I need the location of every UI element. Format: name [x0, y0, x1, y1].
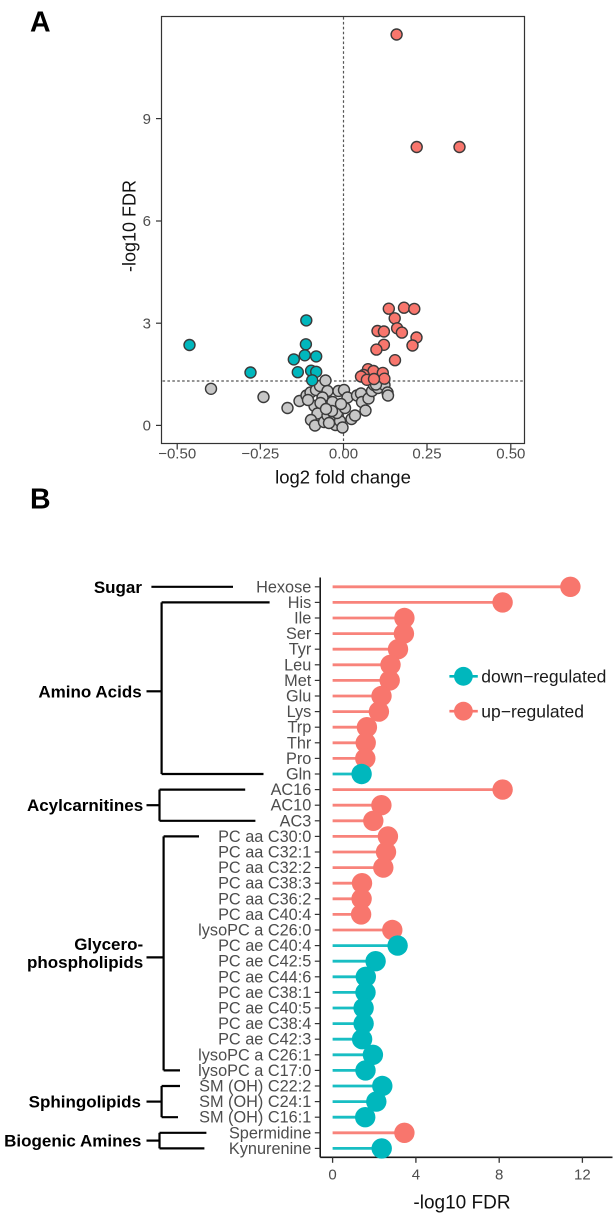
svg-text:Sugar: Sugar: [94, 578, 143, 597]
svg-text:9: 9: [143, 111, 151, 128]
svg-text:PC aa C36:2: PC aa C36:2: [218, 890, 311, 908]
svg-text:Sphingolipids: Sphingolipids: [29, 1093, 141, 1112]
svg-text:lysoPC a C17:0: lysoPC a C17:0: [198, 1062, 311, 1080]
svg-text:Pro: Pro: [286, 750, 311, 768]
svg-text:Ser: Ser: [286, 625, 312, 643]
svg-text:−0.25: −0.25: [241, 446, 279, 463]
svg-text:Acylcarnitines: Acylcarnitines: [27, 796, 143, 815]
svg-text:SM (OH) C22:2: SM (OH) C22:2: [199, 1078, 311, 1096]
svg-text:His: His: [288, 594, 312, 612]
svg-text:PC aa C32:2: PC aa C32:2: [218, 859, 311, 877]
svg-text:PC ae C38:4: PC ae C38:4: [218, 1015, 311, 1033]
svg-text:-log10 FDR: -log10 FDR: [120, 180, 140, 272]
svg-text:Spermidine: Spermidine: [229, 1124, 311, 1142]
svg-text:PC aa C38:3: PC aa C38:3: [218, 875, 311, 893]
svg-text:12: 12: [574, 1167, 591, 1184]
svg-text:up−regulated: up−regulated: [481, 701, 584, 721]
svg-text:Gln: Gln: [286, 766, 311, 784]
svg-text:-log10 FDR: -log10 FDR: [413, 1193, 510, 1214]
svg-text:A: A: [30, 6, 51, 38]
svg-text:4: 4: [412, 1167, 420, 1184]
svg-text:PC aa C40:4: PC aa C40:4: [218, 906, 311, 924]
svg-text:AC3: AC3: [280, 812, 312, 830]
svg-text:PC ae C44:6: PC ae C44:6: [218, 968, 311, 986]
svg-text:Ile: Ile: [294, 610, 311, 628]
svg-text:Glycero-: Glycero-: [74, 935, 143, 954]
svg-text:6: 6: [143, 213, 151, 230]
svg-text:SM (OH) C16:1: SM (OH) C16:1: [199, 1109, 311, 1127]
svg-text:lysoPC a C26:0: lysoPC a C26:0: [198, 922, 311, 940]
svg-text:8: 8: [495, 1167, 503, 1184]
svg-text:Kynurenine: Kynurenine: [229, 1140, 311, 1158]
svg-text:PC ae C38:1: PC ae C38:1: [218, 984, 311, 1002]
svg-text:Hexose: Hexose: [256, 578, 311, 596]
svg-text:lysoPC a C26:1: lysoPC a C26:1: [198, 1046, 311, 1064]
svg-text:Biogenic Amines: Biogenic Amines: [4, 1132, 141, 1151]
svg-text:Tyr: Tyr: [289, 641, 312, 659]
svg-text:PC aa C32:1: PC aa C32:1: [218, 844, 311, 862]
svg-text:B: B: [30, 483, 51, 515]
svg-text:PC aa C30:0: PC aa C30:0: [218, 828, 311, 846]
svg-text:0.50: 0.50: [496, 446, 525, 463]
svg-text:0: 0: [328, 1167, 336, 1184]
svg-text:Trp: Trp: [287, 719, 311, 737]
svg-text:3: 3: [143, 315, 151, 332]
svg-text:Lys: Lys: [287, 703, 312, 721]
svg-text:−0.50: −0.50: [158, 446, 196, 463]
svg-text:down−regulated: down−regulated: [481, 667, 606, 687]
svg-text:Leu: Leu: [284, 656, 311, 674]
svg-text:AC10: AC10: [271, 797, 312, 815]
svg-text:0.00: 0.00: [329, 446, 358, 463]
svg-text:Thr: Thr: [287, 734, 312, 752]
svg-text:PC ae C42:5: PC ae C42:5: [218, 953, 311, 971]
svg-text:phospholipids: phospholipids: [27, 953, 143, 972]
svg-text:PC ae C40:5: PC ae C40:5: [218, 1000, 311, 1018]
svg-text:0: 0: [143, 418, 151, 435]
svg-text:Amino Acids: Amino Acids: [38, 682, 141, 701]
svg-text:AC16: AC16: [271, 781, 312, 799]
svg-text:PC ae C40:4: PC ae C40:4: [218, 937, 311, 955]
svg-text:PC ae C42:3: PC ae C42:3: [218, 1031, 311, 1049]
svg-text:Met: Met: [284, 672, 312, 690]
svg-text:SM (OH) C24:1: SM (OH) C24:1: [199, 1093, 311, 1111]
svg-text:Glu: Glu: [286, 688, 311, 706]
svg-text:log2 fold change: log2 fold change: [275, 467, 411, 488]
svg-text:0.25: 0.25: [412, 446, 441, 463]
